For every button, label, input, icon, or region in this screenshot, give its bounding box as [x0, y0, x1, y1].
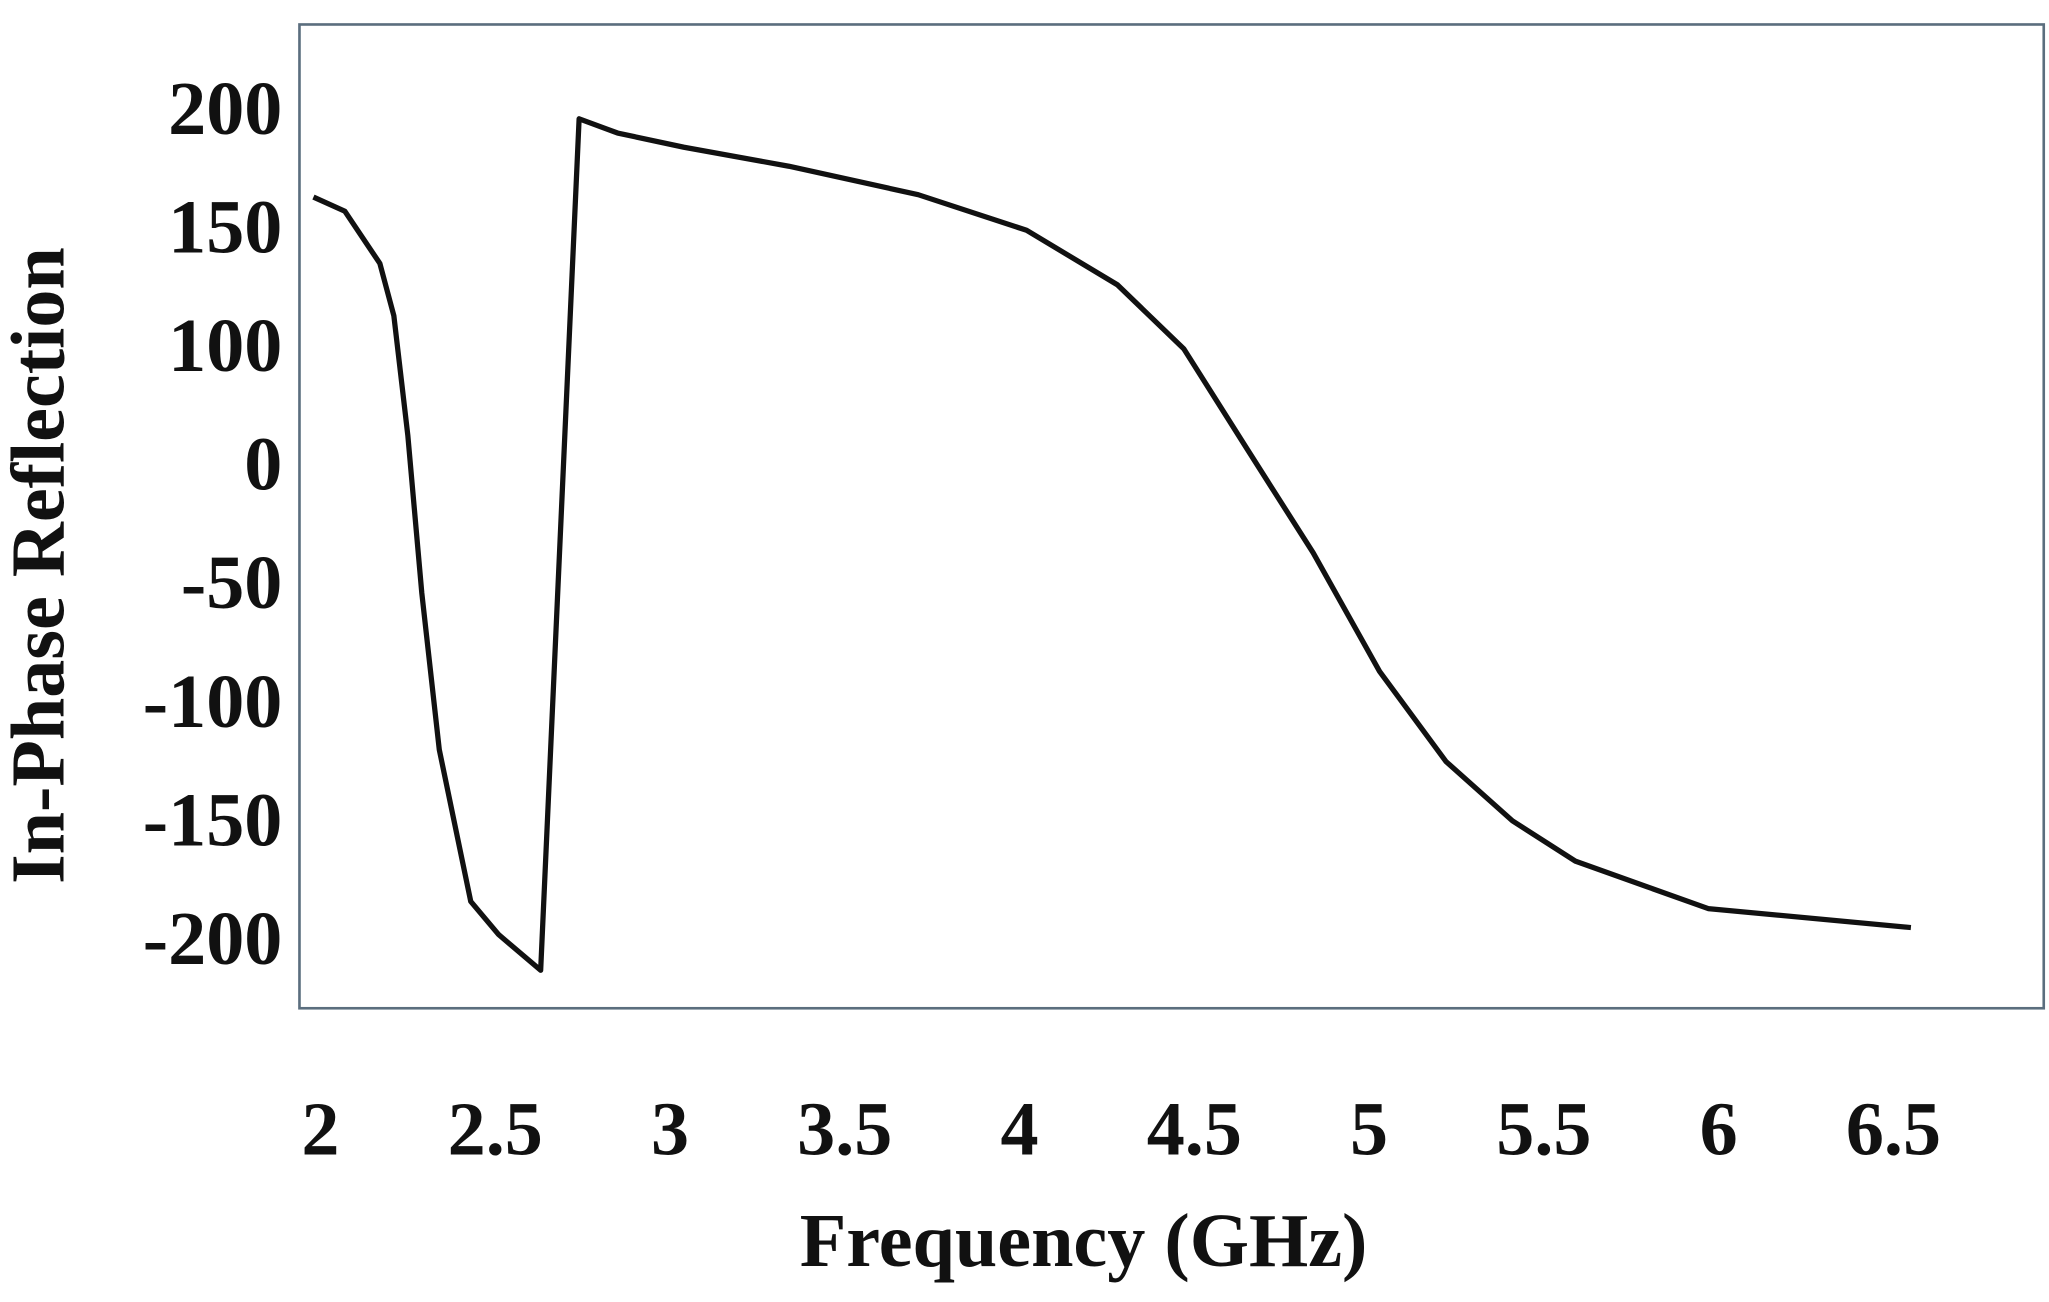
- y-tick-label: -100: [143, 660, 283, 744]
- x-tick-label: 2: [301, 1087, 339, 1171]
- x-tick-label: 3: [651, 1087, 689, 1171]
- y-tick-label: 150: [168, 185, 282, 269]
- y-tick-label: 100: [168, 304, 282, 388]
- x-tick-label: 6: [1700, 1087, 1738, 1171]
- x-axis-title: Frequency (GHz): [800, 1199, 1368, 1283]
- y-axis-title: In-Phase Reflection: [0, 247, 80, 884]
- data-line: [312, 116, 1912, 973]
- x-tick-label: 4: [1001, 1087, 1039, 1171]
- plot-frame: [298, 23, 2046, 1010]
- x-tick-label: 4.5: [1147, 1087, 1242, 1171]
- y-tick-label: 200: [168, 67, 282, 151]
- x-tick-label: 5: [1350, 1087, 1388, 1171]
- y-tick-label: -150: [143, 778, 283, 862]
- y-tick-label: -50: [181, 541, 283, 625]
- x-tick-label: 2.5: [448, 1087, 543, 1171]
- y-tick-label: 0: [244, 423, 282, 507]
- x-tick-label: 5.5: [1496, 1087, 1591, 1171]
- y-tick-label: -200: [143, 897, 283, 981]
- x-tick-label: 6.5: [1846, 1087, 1941, 1171]
- x-tick-label: 3.5: [797, 1087, 892, 1171]
